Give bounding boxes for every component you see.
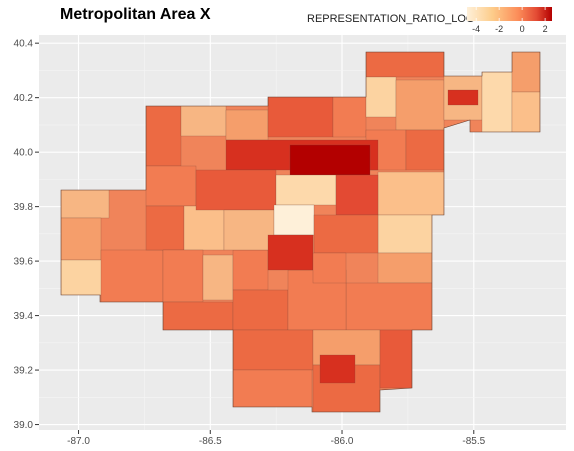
x-axis: -87.0 -86.5 -86.0 -85.5 [67, 430, 486, 447]
x-tick-label: -86.5 [199, 436, 222, 447]
legend-colorbar [467, 7, 552, 21]
legend-tick-label: 0 [520, 24, 525, 34]
legend-tick-label: -4 [472, 24, 480, 34]
y-axis: 39.0 39.2 39.4 39.6 39.8 40.0 40.2 40.4 [14, 39, 39, 431]
y-tick-label: 39.8 [14, 202, 34, 213]
y-tick-label: 40.4 [14, 39, 34, 50]
legend-ticks: -4 -2 0 2 [472, 7, 548, 34]
y-tick-label: 40.0 [14, 148, 34, 159]
legend-tick-label: 2 [543, 24, 548, 34]
map-title: Metropolitan Area X [60, 6, 211, 23]
legend-title: REPRESENTATION_RATIO_LOG [307, 13, 475, 25]
legend-tick-label: -2 [495, 24, 503, 34]
y-tick-label: 39.2 [14, 366, 34, 377]
y-tick-label: 39.4 [14, 311, 34, 322]
legend: -4 -2 0 2 [467, 7, 552, 34]
x-tick-label: -87.0 [67, 436, 90, 447]
x-tick-label: -86.0 [331, 436, 354, 447]
x-tick-label: -85.5 [462, 436, 485, 447]
y-tick-label: 39.6 [14, 257, 34, 268]
y-tick-label: 39.0 [14, 420, 34, 431]
metro-region [60, 51, 541, 413]
y-tick-label: 40.2 [14, 93, 34, 104]
